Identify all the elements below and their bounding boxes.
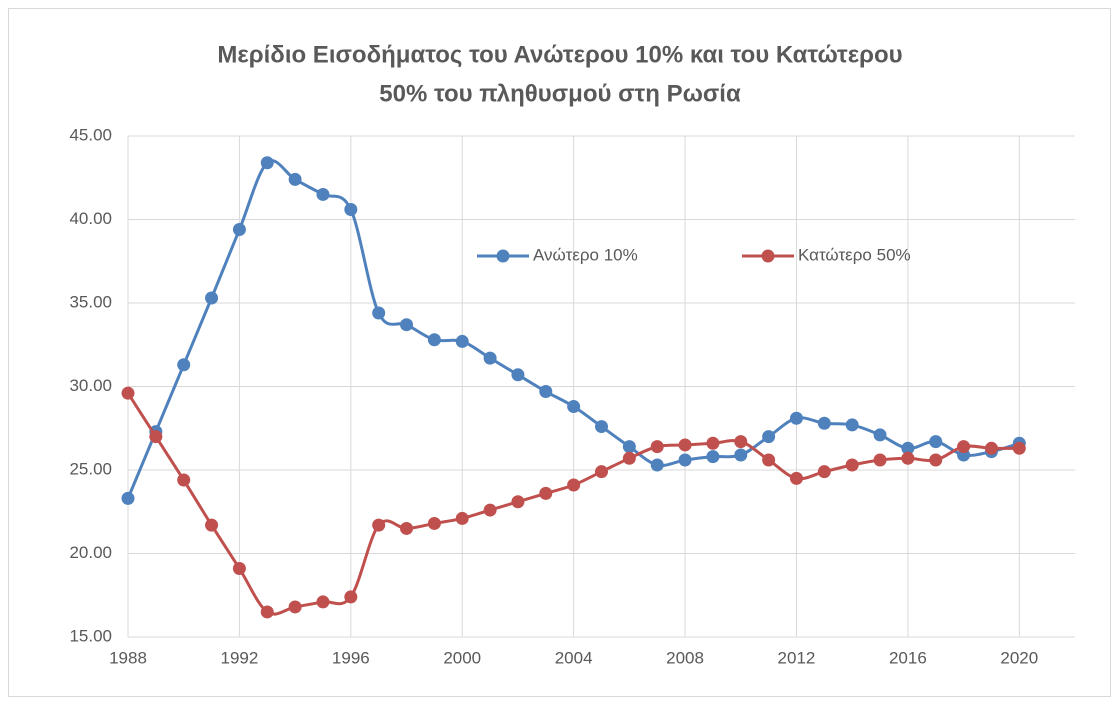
chart-border (8, 8, 1111, 697)
y-tick-label: 25.00 (69, 459, 112, 478)
data-point (288, 600, 302, 614)
data-point (762, 430, 776, 444)
data-point (344, 590, 358, 604)
data-point (539, 385, 553, 399)
data-point (121, 386, 135, 400)
data-point (483, 351, 497, 365)
data-point (427, 333, 441, 347)
data-point (455, 334, 469, 348)
data-point (789, 471, 803, 485)
data-point (650, 440, 664, 454)
y-tick-label: 30.00 (69, 376, 112, 395)
data-point (372, 306, 386, 320)
data-point (400, 318, 414, 332)
y-tick-label: 35.00 (69, 292, 112, 311)
data-point (149, 430, 163, 444)
y-tick-label: 45.00 (69, 125, 112, 144)
data-point (929, 453, 943, 467)
y-tick-label: 15.00 (69, 626, 112, 645)
chart-title: Μερίδιο Εισοδήματος του Ανώτερου 10% και… (217, 41, 902, 68)
data-point (288, 172, 302, 186)
data-point (511, 495, 525, 509)
data-point (595, 420, 608, 434)
x-tick-label: 1996 (332, 648, 370, 667)
legend-label: Ανώτερο 10% (533, 245, 638, 264)
data-point (372, 518, 386, 532)
data-point (232, 223, 246, 237)
legend-label: Κατώτερο 50% (798, 245, 911, 264)
data-point (901, 451, 915, 465)
data-point (706, 436, 720, 450)
data-point (344, 202, 358, 216)
data-point (455, 511, 469, 525)
data-point (205, 518, 219, 532)
data-point (873, 428, 887, 442)
data-point (622, 451, 636, 465)
data-point (678, 453, 692, 467)
data-point (260, 156, 274, 170)
x-tick-label: 2020 (1000, 648, 1038, 667)
legend-marker (496, 249, 510, 263)
data-point (232, 562, 246, 576)
x-tick-label: 1992 (220, 648, 258, 667)
legend-marker (761, 249, 775, 263)
data-point (957, 440, 971, 454)
data-point (622, 440, 636, 454)
data-point (845, 458, 859, 472)
x-tick-label: 2000 (443, 648, 481, 667)
data-point (706, 450, 720, 464)
y-tick-label: 40.00 (69, 209, 112, 228)
data-point (427, 516, 441, 530)
data-point (177, 473, 191, 487)
data-point (595, 465, 608, 479)
data-point (734, 435, 748, 449)
data-point (901, 441, 915, 455)
data-point (845, 418, 859, 432)
data-point (177, 358, 191, 372)
x-tick-label: 2012 (778, 648, 816, 667)
data-point (205, 291, 219, 305)
data-point (1012, 441, 1026, 455)
data-point (483, 503, 497, 517)
data-point (817, 416, 831, 430)
data-point (316, 595, 330, 609)
x-tick-label: 2004 (555, 648, 593, 667)
data-point (929, 435, 943, 449)
data-point (762, 453, 776, 467)
data-point (567, 400, 581, 414)
data-point (789, 411, 803, 425)
data-point (316, 187, 330, 201)
y-tick-label: 20.00 (69, 543, 112, 562)
data-point (678, 438, 692, 452)
data-point (650, 458, 664, 472)
chart-title: 50% του πληθυσμού στη Ρωσία (379, 80, 741, 107)
data-point (539, 486, 553, 500)
data-point (984, 441, 998, 455)
x-tick-label: 1988 (109, 648, 147, 667)
data-point (567, 478, 581, 492)
data-point (400, 521, 414, 535)
data-point (873, 453, 887, 467)
x-tick-label: 2008 (666, 648, 704, 667)
data-point (121, 491, 135, 505)
data-point (817, 465, 831, 479)
data-point (734, 448, 748, 462)
data-point (260, 605, 274, 619)
data-point (511, 368, 525, 382)
x-tick-label: 2016 (889, 648, 927, 667)
